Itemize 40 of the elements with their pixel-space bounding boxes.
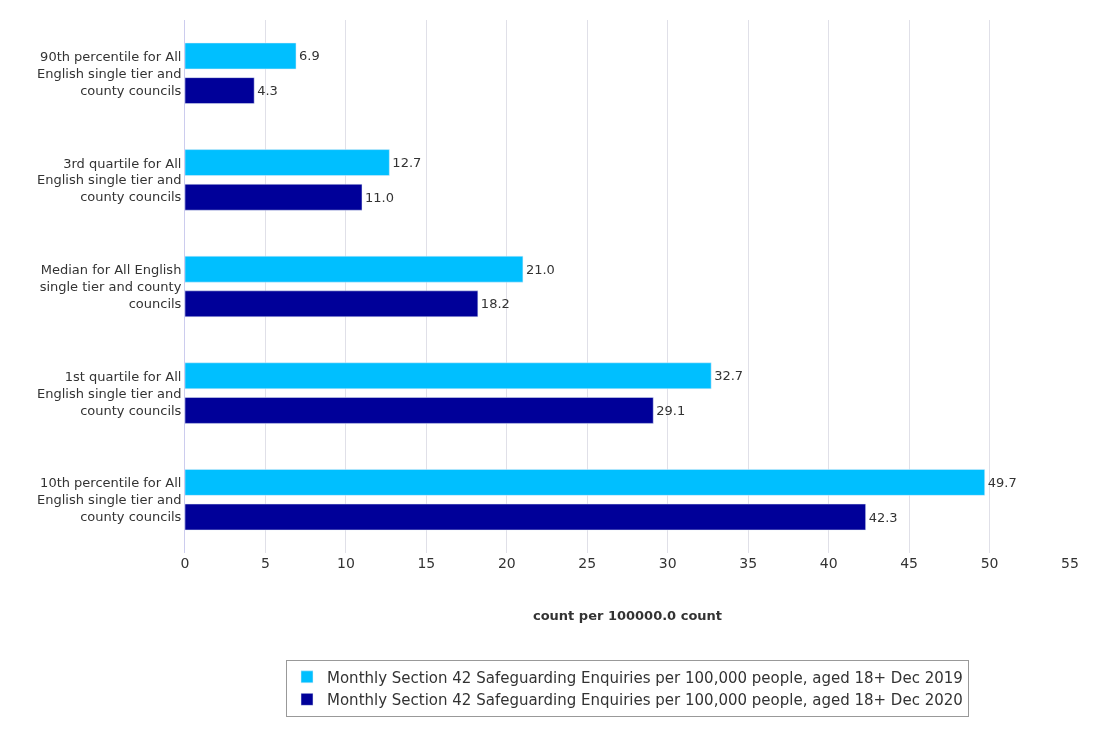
data-label: 49.7 bbox=[987, 474, 1017, 490]
bar bbox=[185, 362, 712, 390]
bar bbox=[185, 469, 985, 496]
legend-label: Monthly Section 42 Safeguarding Enquiries per 100,000 people, aged 18+ Dec 2019 bbox=[327, 668, 963, 687]
data-label: 32.7 bbox=[714, 368, 744, 384]
x-tick-label: 5 bbox=[260, 555, 270, 571]
data-label: 4.3 bbox=[257, 83, 278, 99]
bar bbox=[185, 397, 654, 424]
x-axis-title: count per 100000.0 count bbox=[532, 607, 723, 623]
bar bbox=[185, 42, 297, 70]
x-tick-label: 15 bbox=[417, 555, 436, 571]
y-tick-label: 90th percentile for All English single tier and county councils bbox=[37, 48, 182, 98]
data-label: 21.0 bbox=[525, 261, 555, 277]
x-tick-label: 30 bbox=[658, 555, 677, 571]
data-label: 29.1 bbox=[656, 402, 686, 418]
legend-label: Monthly Section 42 Safeguarding Enquiries per 100,000 people, aged 18+ Dec 2020 bbox=[327, 691, 963, 710]
y-tick-label: 10th percentile for All English single tier and county councils bbox=[37, 475, 182, 525]
x-tick-label: 50 bbox=[980, 555, 999, 571]
bar bbox=[185, 503, 866, 531]
bar bbox=[185, 290, 479, 318]
bar bbox=[185, 183, 363, 211]
data-label: 11.0 bbox=[365, 189, 394, 205]
x-tick-label: 45 bbox=[900, 555, 918, 571]
y-tick-label: Median for All English single tier and county councils bbox=[39, 262, 182, 311]
y-tick-label: 1st quartile for All English single tier and county councils bbox=[37, 368, 182, 418]
bar bbox=[185, 255, 524, 283]
x-tick-label: 40 bbox=[819, 555, 838, 571]
x-tick-label: 55 bbox=[1061, 555, 1079, 571]
x-tick-label: 35 bbox=[739, 555, 758, 571]
y-tick-label: 3rd quartile for All English single tier and county councils bbox=[37, 155, 182, 205]
x-tick-label: 0 bbox=[180, 555, 190, 571]
data-label: 6.9 bbox=[299, 48, 320, 64]
data-label: 18.2 bbox=[480, 296, 510, 312]
x-tick-label: 25 bbox=[578, 555, 597, 571]
bar bbox=[185, 77, 255, 104]
data-label: 12.7 bbox=[392, 155, 422, 171]
x-tick-label: 20 bbox=[497, 555, 516, 571]
bar bbox=[185, 149, 390, 176]
x-tick-label: 10 bbox=[337, 555, 355, 571]
data-label: 42.3 bbox=[868, 509, 898, 525]
